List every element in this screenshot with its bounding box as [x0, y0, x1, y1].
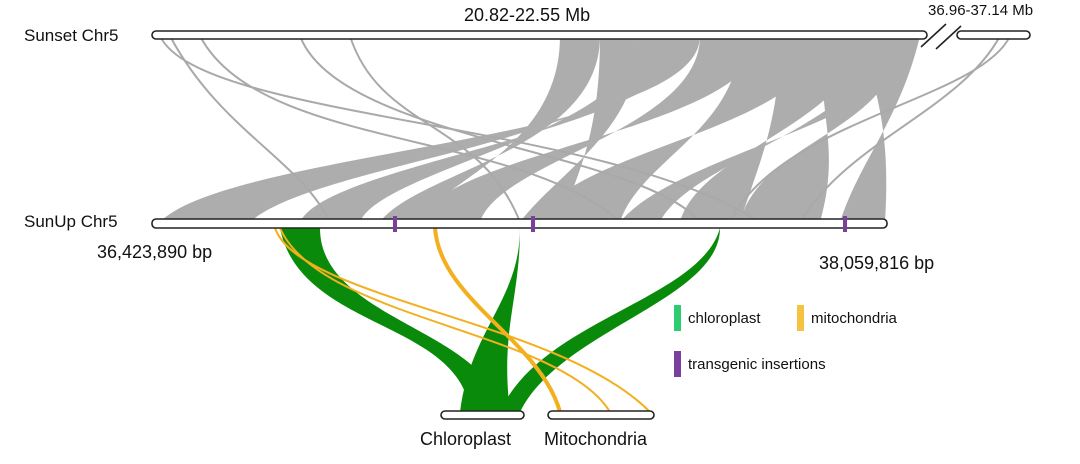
- sunup-label: SunUp Chr5: [24, 212, 118, 231]
- sunup-chr5-bar: [151, 218, 888, 229]
- legend-transgenic-label: transgenic insertions: [688, 356, 826, 373]
- sunup-end: 38,059,816 bp: [819, 253, 935, 273]
- chloroplast-label: Chloroplast: [420, 429, 512, 449]
- legend-chloroplast-label: chloroplast: [688, 310, 761, 327]
- insertion-1: [393, 216, 397, 232]
- mitochondria-links: [274, 227, 651, 413]
- chloroplast-bar: [440, 410, 525, 420]
- legend-mitochondria-label: mitochondria: [811, 310, 897, 327]
- axis-break-1: [920, 23, 947, 48]
- chloroplast-ribbons: [250, 228, 720, 412]
- synteny-ribbons: [160, 36, 920, 222]
- sunset-label: Sunset Chr5: [24, 26, 119, 45]
- legend-chloroplast-swatch: [674, 305, 681, 331]
- sunset-range-right: 36.96-37.14 Mb: [928, 2, 1034, 19]
- sunset-range-main: 20.82-22.55 Mb: [464, 5, 591, 25]
- insertion-2: [531, 216, 535, 232]
- axis-break-2: [935, 25, 962, 50]
- legend-transgenic-swatch: [674, 351, 681, 377]
- mitochondria-label: Mitochondria: [544, 429, 648, 449]
- sunset-chr5-bar: [151, 30, 928, 40]
- sunup-start: 36,423,890 bp: [97, 242, 213, 262]
- synteny-thin-links: [159, 35, 1011, 223]
- legend-mitochondria-swatch: [797, 305, 804, 331]
- insertion-3: [843, 216, 847, 232]
- mitochondria-bar: [547, 410, 655, 420]
- sunset-chr5-bar-right: [956, 30, 1031, 40]
